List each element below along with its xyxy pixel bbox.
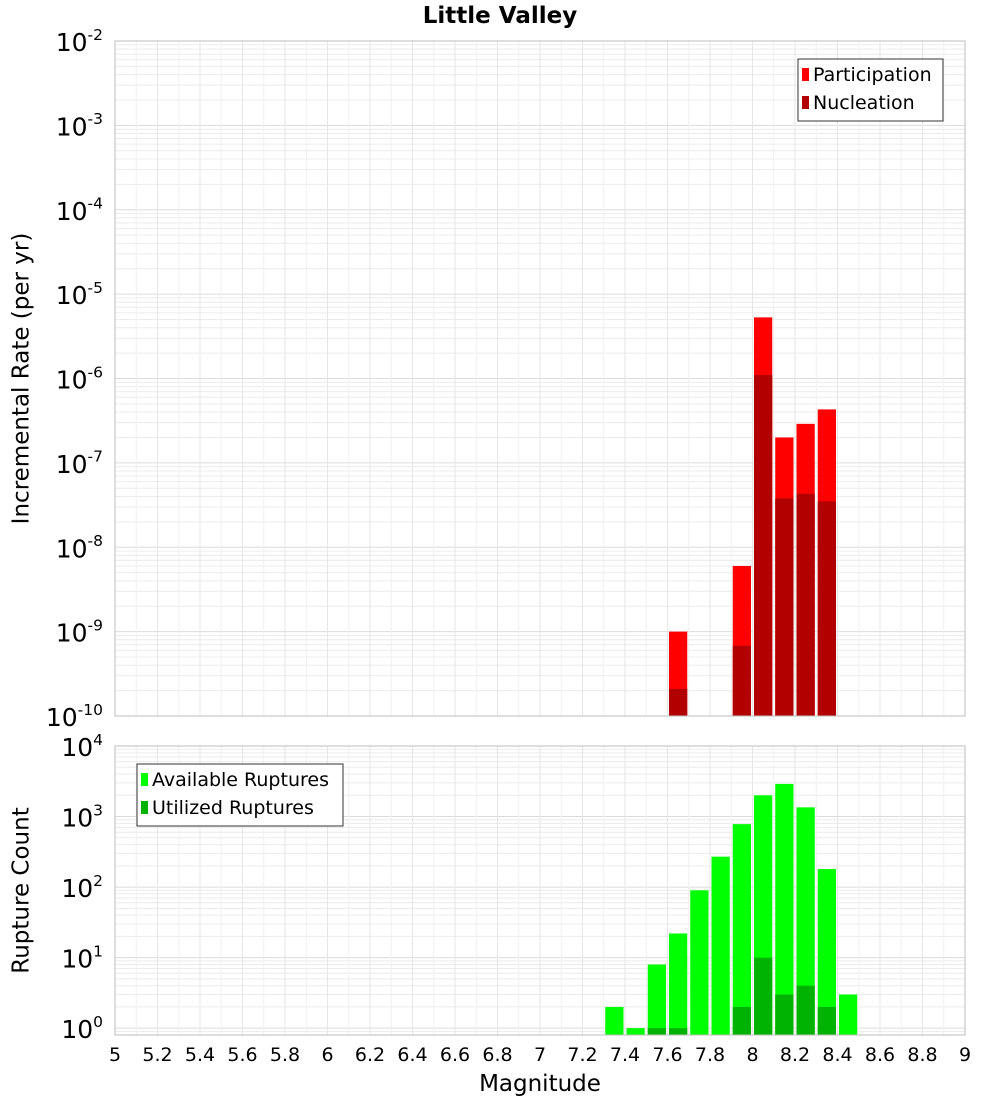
- bar-1-s2-4: [775, 498, 794, 716]
- y-tick-label-1-5: 10-6: [56, 363, 103, 394]
- x-tick-label-1: 5: [109, 1044, 121, 1066]
- x-tick-label-6: 6: [321, 1044, 333, 1066]
- bar-1-s2-2: [732, 645, 751, 716]
- x-tick-label-20: 8.8: [907, 1044, 937, 1066]
- legend-swatch-2-2: [141, 801, 148, 814]
- legend-swatch-1-1: [802, 68, 809, 81]
- x-tick-label-19: 8.6: [865, 1044, 895, 1066]
- bar-2-s1-11: [817, 869, 836, 1035]
- bar-2-s1-6: [711, 856, 730, 1035]
- y-tick-label-1-2: 10-9: [56, 616, 103, 647]
- bar-2-s2-7: [817, 1006, 836, 1035]
- x-tick-label-8: 6.4: [397, 1044, 427, 1066]
- bar-2-s1-9: [775, 783, 794, 1035]
- bar-2-s2-1: [647, 1028, 666, 1035]
- bar-2-s2-2: [669, 1028, 688, 1035]
- legend-box-2: [136, 763, 344, 827]
- x-tick-label-21: 9: [959, 1044, 971, 1066]
- chart-title: Little Valley: [423, 3, 577, 29]
- x-tick-label-14: 7.6: [652, 1044, 682, 1066]
- bar-2-s2-6: [796, 985, 815, 1035]
- x-tick-label-16: 8: [746, 1044, 758, 1066]
- bar-2-s1-10: [796, 807, 815, 1035]
- x-tick-label-7: 6.2: [355, 1044, 385, 1066]
- y-tick-label-1-3: 10-8: [56, 532, 103, 563]
- x-tick-label-12: 7.2: [567, 1044, 597, 1066]
- x-axis-label: Magnitude: [479, 1071, 601, 1097]
- x-tick-label-13: 7.4: [610, 1044, 640, 1066]
- bar-1-s2-3: [754, 375, 773, 716]
- y-tick-label-2-5: 104: [61, 731, 103, 762]
- y-tick-label-2-4: 103: [61, 801, 103, 832]
- x-tick-label-3: 5.4: [185, 1044, 215, 1066]
- y-tick-label-1-6: 10-5: [56, 279, 103, 310]
- x-tick-label-4: 5.6: [227, 1044, 257, 1066]
- y-tick-label-2-2: 101: [61, 942, 103, 973]
- x-tick-label-2: 5.2: [142, 1044, 172, 1066]
- bar-2-s1-5: [690, 890, 709, 1035]
- bar-2-s2-3: [732, 1006, 751, 1035]
- y-tick-label-1-8: 10-3: [56, 110, 103, 141]
- legend-swatch-2-1: [141, 773, 148, 786]
- bar-1-s2-1: [669, 688, 688, 716]
- bar-2-s1-4: [669, 933, 688, 1035]
- legend-label-1-1: Participation: [813, 64, 932, 86]
- bar-2-s1-12: [839, 994, 858, 1035]
- x-tick-label-9: 6.6: [440, 1044, 470, 1066]
- legend-label-1-2: Nucleation: [813, 92, 915, 114]
- legend-box-1: [797, 58, 944, 122]
- bar-2-s2-4: [754, 957, 773, 1035]
- bar-1-s2-5: [796, 493, 815, 716]
- x-tick-label-11: 7: [534, 1044, 546, 1066]
- bar-2-s1-7: [732, 824, 751, 1035]
- bar-2-s2-5: [775, 994, 794, 1035]
- y-axis-label-1: Incremental Rate (per yr): [9, 233, 35, 525]
- bar-2-s1-2: [626, 1028, 645, 1035]
- plot-frame-2: [114, 745, 966, 1036]
- y-axis-label-2: Rupture Count: [9, 807, 35, 973]
- x-tick-label-5: 5.8: [270, 1044, 300, 1066]
- y-tick-label-2-1: 100: [61, 1013, 103, 1044]
- plot-frame-1: [114, 40, 966, 717]
- y-tick-label-1-4: 10-7: [56, 448, 103, 479]
- x-tick-label-17: 8.2: [780, 1044, 810, 1066]
- bar-1-s2-6: [817, 501, 836, 716]
- legend-label-2-2: Utilized Ruptures: [152, 797, 314, 819]
- bar-2-s1-3: [647, 964, 666, 1035]
- legend-swatch-1-2: [802, 96, 809, 109]
- x-tick-label-10: 6.8: [482, 1044, 512, 1066]
- x-tick-label-15: 7.8: [695, 1044, 725, 1066]
- y-tick-label-2-3: 102: [61, 872, 103, 903]
- x-tick-label-18: 8.4: [822, 1044, 852, 1066]
- y-tick-label-1-9: 10-2: [56, 26, 103, 57]
- y-tick-label-1-1: 10-10: [46, 701, 103, 732]
- legend-label-2-1: Available Ruptures: [152, 769, 329, 791]
- y-tick-label-1-7: 10-4: [56, 195, 103, 226]
- bar-2-s1-1: [605, 1006, 624, 1035]
